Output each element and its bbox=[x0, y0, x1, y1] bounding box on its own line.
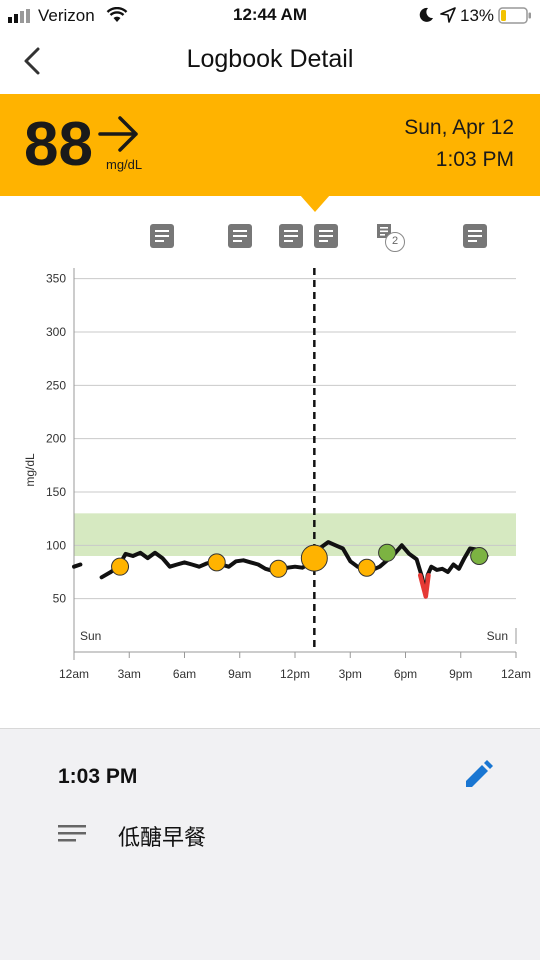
note-marker-icon[interactable] bbox=[279, 224, 304, 248]
x-tick-label: 12am bbox=[59, 667, 89, 681]
moon-icon bbox=[419, 7, 433, 22]
y-tick-label: 200 bbox=[46, 432, 66, 446]
banner-pointer-icon bbox=[300, 195, 330, 212]
note-marker-icon[interactable] bbox=[150, 224, 175, 248]
note-text-icon bbox=[58, 825, 86, 842]
entry-detail-panel: 1:03 PM 低醣早餐 bbox=[0, 728, 540, 960]
note-count-badge: 2 bbox=[385, 232, 406, 252]
edit-pencil-icon[interactable] bbox=[462, 759, 494, 791]
y-tick-label: 300 bbox=[46, 325, 66, 339]
note-marker-icon[interactable] bbox=[314, 224, 339, 248]
reading-time: 1:03 PM bbox=[435, 148, 514, 171]
note-marker-icon[interactable] bbox=[227, 224, 252, 248]
back-arrow-icon[interactable] bbox=[18, 44, 48, 78]
x-tick-label: 3pm bbox=[339, 667, 362, 681]
selected-reading-marker bbox=[300, 544, 328, 572]
event-marker bbox=[269, 559, 288, 578]
x-tick-label: 12am bbox=[501, 667, 531, 681]
location-icon bbox=[440, 7, 456, 23]
entry-note-text: 低醣早餐 bbox=[118, 825, 207, 850]
reading-date: Sun, Apr 12 bbox=[404, 116, 514, 139]
glucose-value: 88 bbox=[24, 110, 93, 179]
battery-percent: 13% bbox=[460, 6, 495, 25]
note-marker-icon[interactable]: 2 bbox=[375, 224, 406, 252]
x-tick-label: 3am bbox=[118, 667, 141, 681]
status-bar: Verizon 12:44 AM 13% bbox=[0, 0, 540, 30]
low-glucose-segment bbox=[417, 572, 431, 599]
y-axis-label: mg/dL bbox=[23, 453, 37, 487]
x-tick-label: 9am bbox=[228, 667, 251, 681]
day-label-end: Sun bbox=[487, 629, 508, 643]
event-marker bbox=[207, 553, 226, 572]
reading-banner: 88 mg/dL Sun, Apr 12 1:03 PM bbox=[0, 94, 540, 196]
wifi-icon bbox=[106, 7, 128, 22]
trend-arrow-right-icon bbox=[98, 116, 138, 152]
page-title: Logbook Detail bbox=[186, 45, 354, 73]
battery-icon bbox=[498, 7, 531, 24]
y-tick-label: 250 bbox=[46, 378, 66, 392]
event-marker bbox=[357, 558, 376, 577]
entry-time: 1:03 PM bbox=[58, 765, 138, 788]
y-tick-label: 150 bbox=[46, 485, 66, 499]
glucose-chart: 350 300 250 200 150 100 50 mg/dL 12am 3am 6am 9am 12… bbox=[23, 268, 531, 681]
y-tick-label: 100 bbox=[46, 538, 66, 552]
x-tick-label: 6am bbox=[173, 667, 196, 681]
carrier-name: Verizon bbox=[38, 6, 95, 25]
signal-icon bbox=[8, 9, 30, 23]
note-marker-icon[interactable] bbox=[463, 224, 488, 248]
x-tick-label: 6pm bbox=[394, 667, 417, 681]
day-label-start: Sun bbox=[80, 629, 101, 643]
event-marker bbox=[470, 547, 489, 565]
target-range-band bbox=[74, 513, 516, 556]
nav-header: Logbook Detail bbox=[0, 30, 540, 94]
x-tick-label: 12pm bbox=[280, 667, 310, 681]
y-tick-label: 350 bbox=[46, 272, 66, 286]
glucose-unit: mg/dL bbox=[106, 157, 143, 172]
event-marker bbox=[378, 543, 397, 562]
event-marker bbox=[111, 557, 130, 576]
y-tick-label: 50 bbox=[53, 592, 67, 606]
x-tick-label: 9pm bbox=[449, 667, 472, 681]
status-time: 12:44 AM bbox=[232, 5, 307, 24]
